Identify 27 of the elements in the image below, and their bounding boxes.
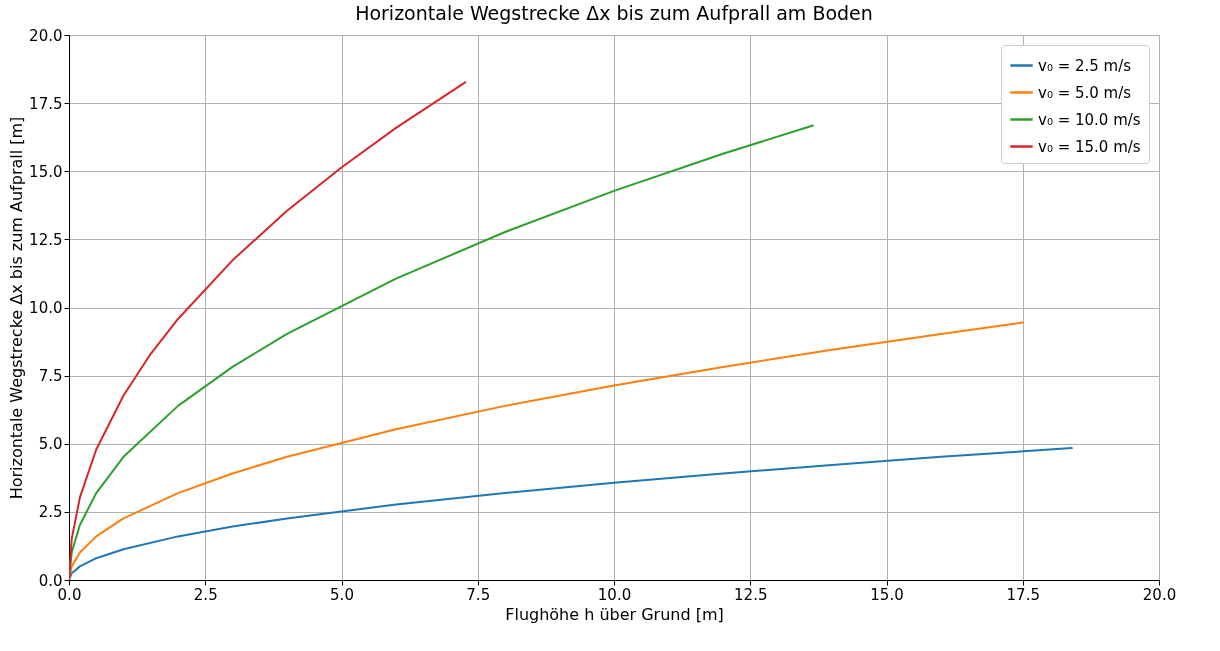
x-tick-label: 20.0: [1142, 585, 1177, 604]
y-tick-label: 10.0: [29, 299, 63, 317]
legend-label: v₀ = 5.0 m/s: [1038, 83, 1132, 102]
legend-label: v₀ = 2.5 m/s: [1038, 56, 1132, 75]
x-tick-label: 15.0: [870, 585, 904, 604]
y-axis-title: Horizontale Wegstrecke Δx bis zum Aufprall [m]: [7, 116, 27, 500]
y-tick-label: 17.5: [29, 94, 63, 113]
x-axis-title: Flughöhe h über Grund [m]: [505, 604, 724, 624]
y-tick-label: 5.0: [38, 435, 63, 454]
legend-label: v₀ = 10.0 m/s: [1038, 110, 1141, 129]
x-tick-label: 10.0: [597, 585, 632, 604]
y-tick-label: 15.0: [29, 162, 63, 181]
line-series: [69, 447, 1073, 580]
x-tick-label: 17.5: [1006, 585, 1040, 604]
chart-title: Horizontale Wegstrecke Δx bis zum Aufprall am Boden: [355, 2, 873, 24]
x-tick-label: 0.0: [57, 585, 82, 604]
x-tick-label: 7.5: [466, 585, 491, 604]
x-tick-label: 12.5: [734, 585, 768, 604]
legend-label: v₀ = 15.0 m/s: [1038, 137, 1141, 156]
y-tick-label: 20.0: [29, 26, 63, 45]
y-tick-label: 12.5: [29, 230, 63, 249]
line-series: [69, 81, 467, 580]
y-tick-label: 2.5: [38, 503, 63, 522]
x-tick-label: 2.5: [193, 585, 218, 604]
x-tick-label: 5.0: [330, 585, 354, 604]
line-series: [69, 321, 1024, 580]
y-tick-label: 7.5: [38, 367, 63, 386]
